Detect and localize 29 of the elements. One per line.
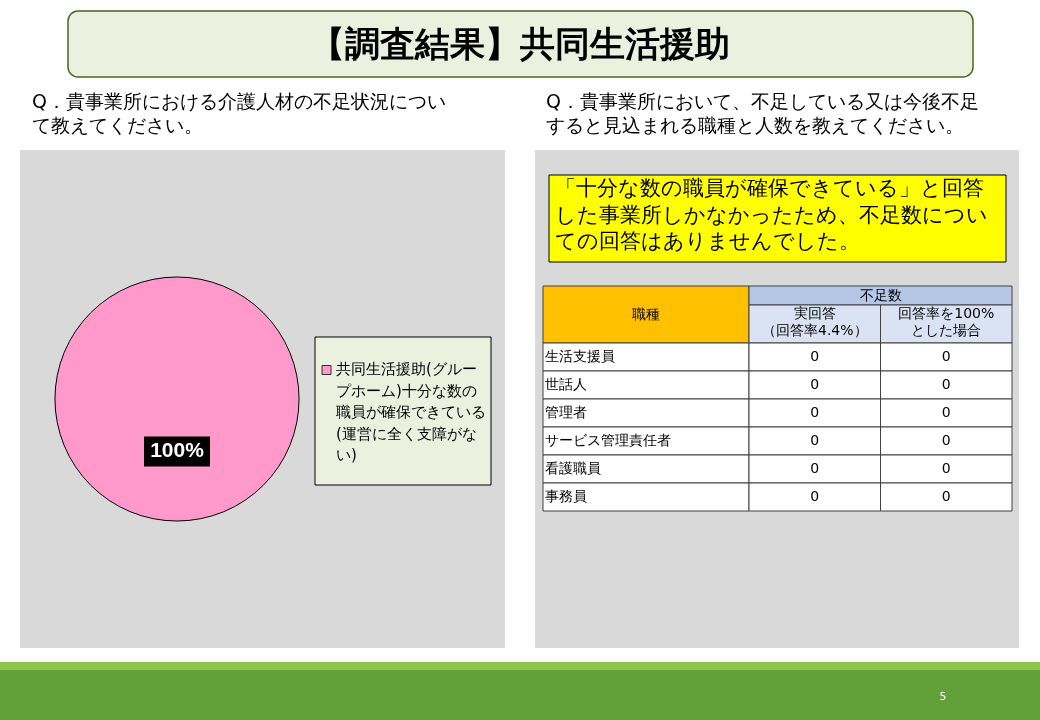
x-tick-label: 実回答（回答率4.4%） [761,305,868,338]
data-label: 0 [941,348,951,364]
text: 5 [939,690,947,703]
data-label: 0 [810,488,820,504]
chart-title: Q．貴事業所における介護人材の不足状況について教えてください。 [32,90,446,136]
y-tick-label: 看護職員 [545,460,601,476]
y-tick-label: 生活支援員 [545,348,615,364]
text: 「十分な数の職員が確保できている」と回答した事業所しかなかったため、不足数についての回答はありませんでした。 [555,176,988,253]
data-label: 0 [941,488,951,504]
x-tick-label: 回答率を100%とした場合 [898,305,995,338]
data-label: 100% [150,438,205,462]
y-tick-label: 事務員 [545,488,587,504]
data-label: 0 [941,404,951,420]
chart-title: Q．貴事業所において、不足している又は今後不足すると見込まれる職種と人数を教えてください。 [546,90,979,136]
y-tick-label: 世話人 [545,376,587,392]
data-label: 0 [941,432,951,448]
data-label: 0 [810,376,820,392]
data-label: 0 [941,376,951,392]
y-tick-label: 管理者 [545,404,587,420]
x-axis-title: 不足数 [859,286,902,303]
y-tick-label: サービス管理責任者 [545,432,671,448]
y-axis-title: 職種 [632,305,660,322]
legend-label: 共同生活援助(グループホーム)十分な数の職員が確保できている(運営に全く支障がない) [336,360,486,464]
text: 【調査結果】共同生活援助 [310,24,730,64]
data-label: 0 [810,460,820,476]
data-label: 0 [810,404,820,420]
data-label: 0 [810,432,820,448]
data-label: 0 [810,348,820,364]
data-label: 0 [941,460,951,476]
